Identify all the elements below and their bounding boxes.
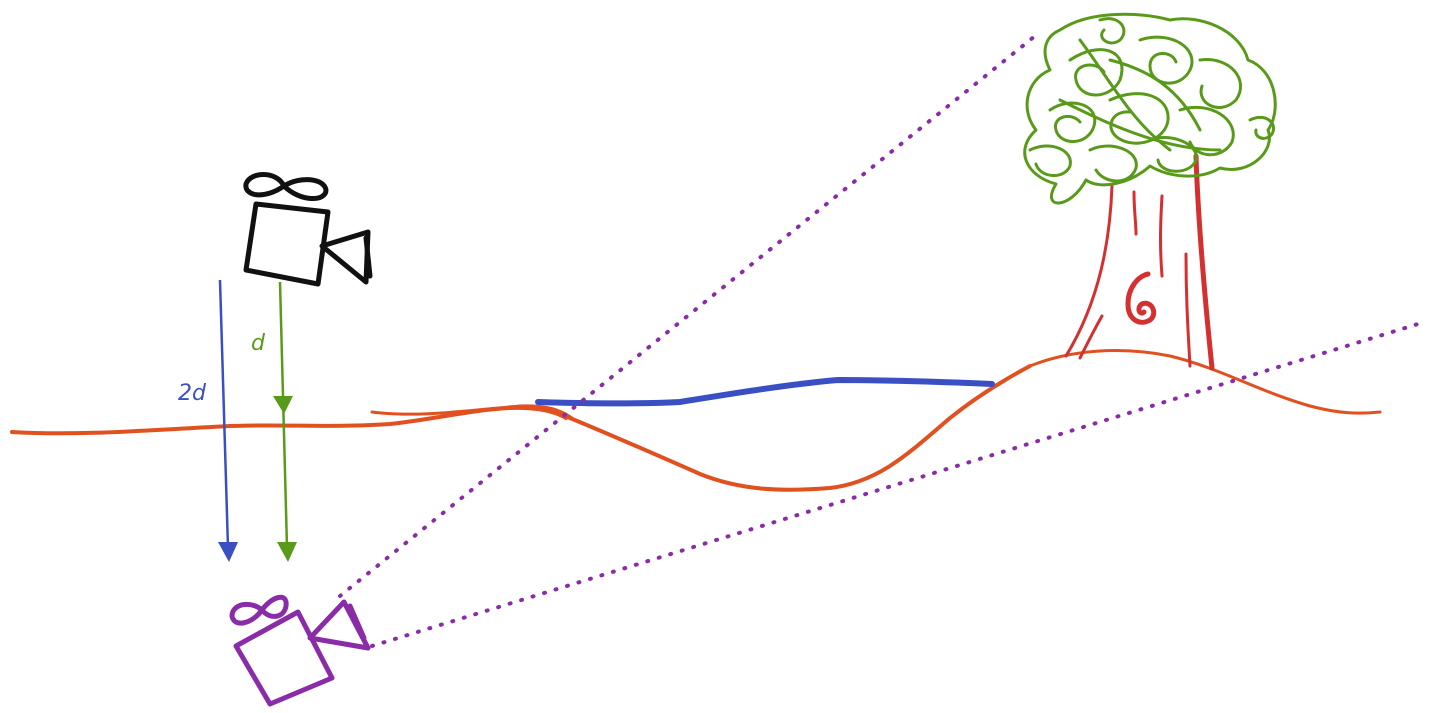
terrain (10, 349, 1382, 492)
label-2d: 2d (178, 381, 207, 406)
ground-line-left-overlap (370, 404, 574, 420)
distance-2d-arrow (218, 279, 238, 562)
tree-icon (1023, 12, 1277, 371)
ground-line-left (10, 405, 568, 436)
original-camera-icon (243, 172, 373, 287)
sight-lines (338, 30, 1420, 648)
ground-valley (558, 364, 1032, 492)
sight-line-lower (370, 322, 1420, 648)
ground-hill (1028, 349, 1382, 415)
mirrored-camera-icon (229, 594, 371, 707)
tree-canopy (1023, 12, 1277, 205)
label-d: d (251, 331, 266, 356)
distance-d-arrow (273, 281, 297, 562)
water-surface-line (535, 376, 995, 407)
sight-line-upper (338, 30, 1042, 598)
tree-trunk (1064, 153, 1215, 371)
